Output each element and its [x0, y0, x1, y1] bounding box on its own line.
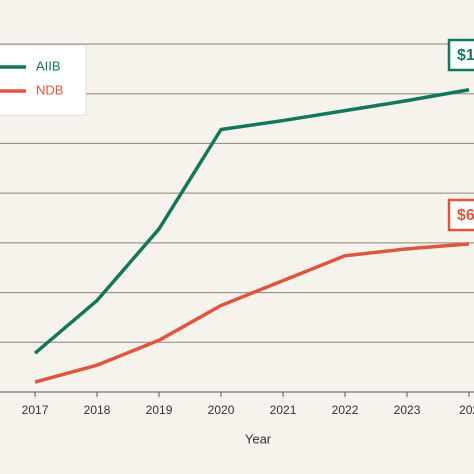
legend-label: NDB	[36, 82, 63, 97]
x-tick-label: 2022	[332, 403, 359, 417]
x-axis-label: Year	[245, 431, 272, 446]
annotation: $1	[457, 47, 474, 64]
line-series	[34, 242, 470, 384]
legend-label: AIIB	[36, 58, 61, 73]
x-tick-label: 2021	[270, 403, 297, 417]
x-tick-label: 2019	[146, 403, 173, 417]
annotation-box	[447, 38, 474, 72]
line-series	[33, 88, 470, 355]
x-tick-label: 2017	[22, 403, 49, 417]
x-tick-label: 202	[459, 403, 474, 417]
x-tick-label: 2018	[84, 403, 111, 417]
annotation: $6	[457, 207, 474, 224]
x-tick-label: 2023	[394, 403, 421, 417]
legend-box	[0, 44, 87, 116]
x-tick-label: 2020	[208, 403, 235, 417]
annotation-box	[447, 198, 474, 232]
